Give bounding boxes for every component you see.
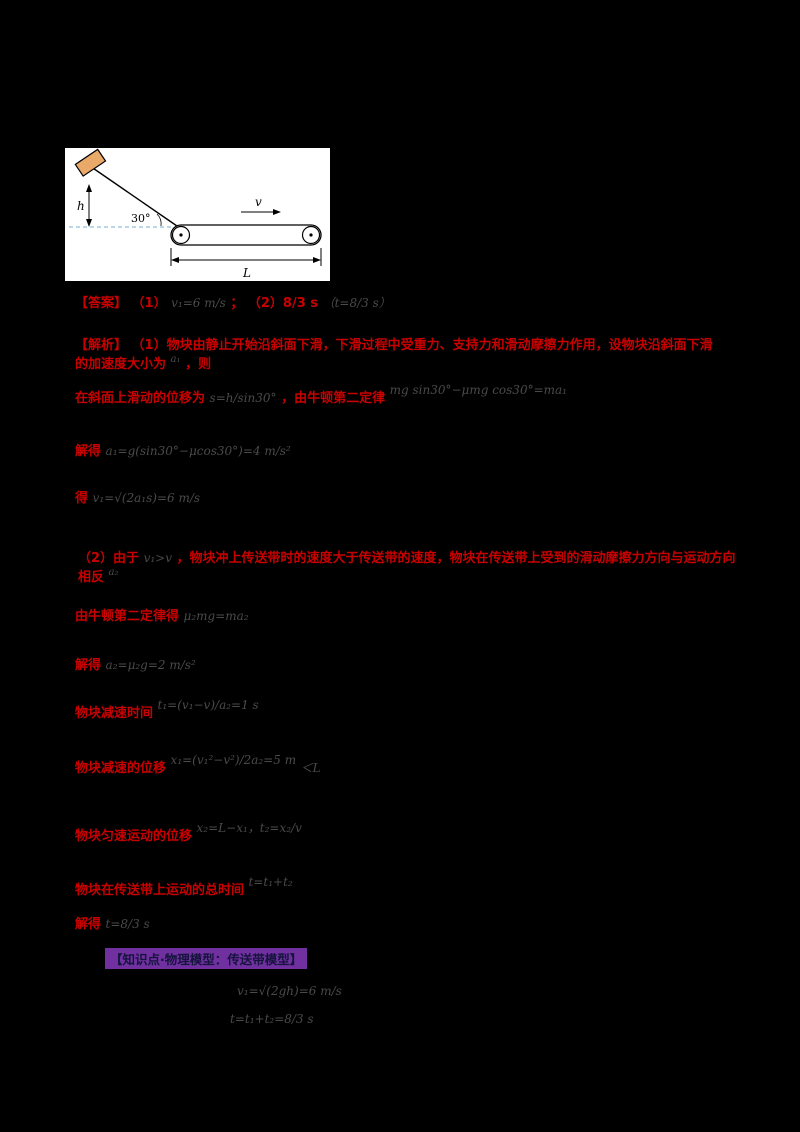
analysis-l5-sup: a₂: [108, 566, 119, 578]
incline-line: [86, 163, 178, 227]
label-v: v: [255, 195, 262, 209]
analysis-l5-pre: （2）由于: [78, 551, 140, 566]
analysis-line-12: 解得 t=8/3 s: [75, 916, 150, 935]
block: [74, 148, 107, 177]
answer-separator: ；: [230, 296, 244, 311]
analysis-line-10: 物块匀速运动的位移 x₂=L−x₁，t₂=x₂/v: [75, 821, 302, 847]
extra-formula-2: t=t₁+t₂=8/3 s: [230, 1012, 314, 1026]
analysis-line-8: 物块减速时间 t₁=(v₁−v)/a₂=1 s: [75, 698, 259, 724]
analysis-l1-text: （1）物块由静止开始沿斜面下滑，下滑过程中受重力、支持力和滑动摩擦力作用，设物块…: [75, 338, 713, 372]
analysis-l12-formula: t=8/3 s: [105, 917, 150, 931]
analysis-l2-text: 在斜面上滑动的位移为: [75, 391, 206, 406]
physics-diagram: h 30° v L: [65, 148, 330, 281]
analysis-l12-text: 解得: [75, 917, 102, 932]
answer-part1-label: （1）: [131, 296, 167, 311]
analysis-l5-formula1: v₁>v: [143, 551, 173, 565]
pulley-right-axle: [309, 233, 313, 237]
analysis-l1-tail: ，则: [185, 356, 212, 372]
knowledge-note-text: 【知识点·物理模型：传送带模型】: [105, 948, 308, 969]
analysis-l10-formula: x₂=L−x₁，t₂=x₂/v: [196, 821, 302, 835]
analysis-l8-formula: t₁=(v₁−v)/a₂=1 s: [157, 698, 259, 712]
belt: [170, 224, 322, 246]
analysis-l10-text: 物块匀速运动的位移: [75, 829, 193, 844]
analysis-l1-formula: a₁: [170, 353, 181, 365]
analysis-l3-formula: a₁=g(sin30°−μcos30°)=4 m/s²: [105, 444, 291, 458]
length-arrowhead-left: [171, 257, 179, 263]
label-angle: 30°: [131, 212, 151, 225]
analysis-l2-mid: ，由牛顿第二定律: [281, 391, 386, 406]
analysis-l3-text: 解得: [75, 444, 102, 459]
answer-tag: 【答案】: [75, 296, 128, 311]
analysis-l7-formula: a₂=μ₂g=2 m/s²: [105, 658, 196, 672]
angle-arc: [156, 213, 162, 227]
analysis-line-6: 由牛顿第二定律得 μ₂mg=ma₂: [75, 608, 249, 627]
analysis-l5-text: ，物块冲上传送带时的速度大于传送带的速度，物块在传送带上受到的滑动摩擦力方向与运…: [78, 551, 736, 585]
analysis-l6-text: 由牛顿第二定律得: [75, 609, 180, 624]
analysis-l8-text: 物块减速时间: [75, 706, 154, 721]
analysis-line-7: 解得 a₂=μ₂g=2 m/s²: [75, 657, 196, 676]
analysis-l9-tail: ＜L: [300, 761, 321, 775]
height-arrow-top: [86, 184, 92, 192]
analysis-line-5: （2）由于 v₁>v ，物块冲上传送带时的速度大于传送带的速度，物块在传送带上受…: [78, 550, 738, 588]
analysis-l4-text: 得: [75, 491, 89, 506]
analysis-l2-formula1: s=h/sin30°: [209, 391, 277, 405]
answer-part2-label: （2）8/3 s: [247, 296, 319, 311]
analysis-l9-formula: x₁=(v₁²−v²)/2a₂=5 m: [170, 753, 297, 767]
label-L: L: [242, 266, 251, 280]
length-arrowhead-right: [313, 257, 321, 263]
knowledge-note: 【知识点·物理模型：传送带模型】: [105, 948, 308, 969]
analysis-line-4: 得 v₁=√(2a₁s)=6 m/s: [75, 490, 200, 509]
analysis-tag: 【解析】: [75, 338, 128, 353]
analysis-line-9: 物块减速的位移 x₁=(v₁²−v²)/2a₂=5 m ＜L: [75, 753, 321, 779]
label-h: h: [77, 199, 85, 213]
analysis-l7-text: 解得: [75, 658, 102, 673]
analysis-line-11: 物块在传送带上运动的总时间 t=t₁+t₂: [75, 875, 293, 901]
analysis-line-3: 解得 a₁=g(sin30°−μcos30°)=4 m/s²: [75, 443, 291, 462]
answer-part1-formula: v₁=6 m/s: [171, 296, 226, 310]
diagram-svg: h 30° v L: [69, 148, 322, 280]
velocity-arrowhead: [273, 209, 281, 215]
analysis-l2-formula2: mg sin30°−μmg cos30°=ma₁: [389, 383, 567, 397]
analysis-line-1: 【解析】 （1）物块由静止开始沿斜面下滑，下滑过程中受重力、支持力和滑动摩擦力作…: [75, 337, 725, 375]
analysis-line-2: 在斜面上滑动的位移为 s=h/sin30° ，由牛顿第二定律 mg sin30°…: [75, 383, 735, 409]
analysis-l11-text: 物块在传送带上运动的总时间: [75, 883, 245, 898]
analysis-l6-formula: μ₂mg=ma₂: [183, 609, 249, 623]
height-arrow-bottom: [86, 219, 92, 227]
answer-part2-formula: （t=8/3 s）: [322, 296, 391, 310]
pulley-left-axle: [179, 233, 183, 237]
answer-line: 【答案】 （1） v₁=6 m/s ； （2）8/3 s （t=8/3 s）: [75, 295, 391, 314]
analysis-l11-formula: t=t₁+t₂: [248, 875, 293, 889]
analysis-l4-formula: v₁=√(2a₁s)=6 m/s: [92, 491, 201, 505]
extra-formula-1: v₁=√(2gh)=6 m/s: [237, 984, 342, 998]
analysis-l9-text: 物块减速的位移: [75, 761, 167, 776]
